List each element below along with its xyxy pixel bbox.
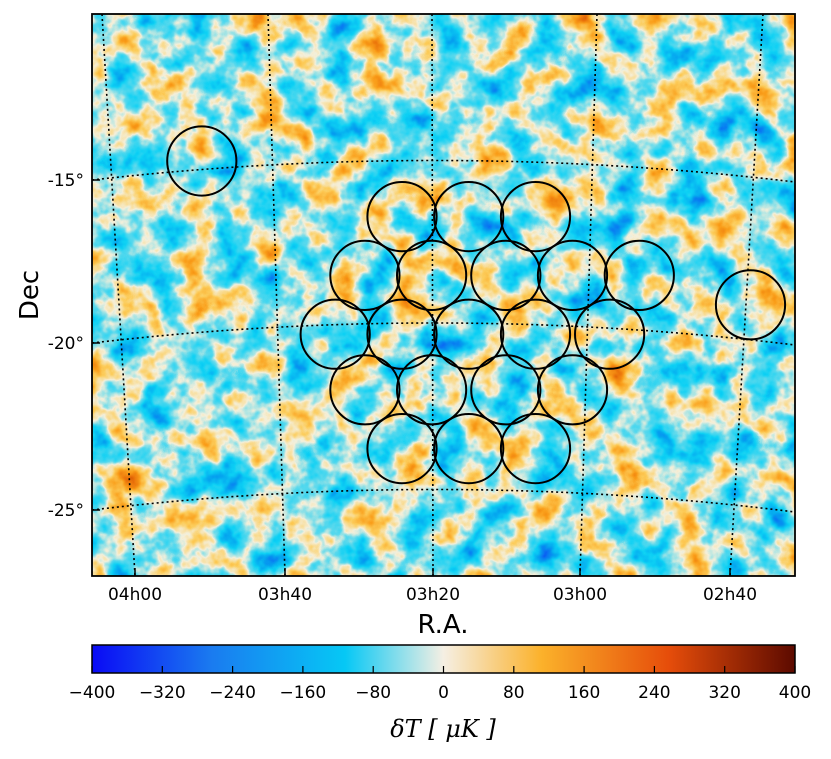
y-axis-title: Dec xyxy=(15,270,45,320)
grid-dec-m20 xyxy=(92,322,795,346)
x-tick-label: 03h00 xyxy=(553,585,607,605)
colorbar-ticks xyxy=(91,666,796,673)
colorbar-tick-label: 240 xyxy=(638,683,670,703)
grid-ra-0240 xyxy=(729,14,764,576)
x-tick-label: 03h40 xyxy=(258,585,312,605)
pointing-circle xyxy=(366,181,438,253)
pointing-circle xyxy=(470,239,542,311)
pointing-circle xyxy=(366,298,438,370)
grid-ra-0400 xyxy=(101,14,136,576)
pointing-circle xyxy=(433,181,505,253)
pointing-circles xyxy=(166,125,787,485)
temperature-field xyxy=(92,14,795,576)
pointing-circle xyxy=(166,125,238,197)
pointing-circle xyxy=(499,413,572,485)
pointing-circle xyxy=(299,298,371,370)
pointing-circle xyxy=(499,298,572,370)
y-tick-label: -20° xyxy=(48,334,84,354)
x-tick-label: 03h20 xyxy=(406,585,460,605)
x-tick-label: 04h00 xyxy=(108,585,162,605)
pointing-circle xyxy=(396,354,468,426)
colorbar-tick-label: −240 xyxy=(209,683,256,703)
grid-dec-m15 xyxy=(92,159,795,183)
grid-ra-0320 xyxy=(431,14,434,576)
grid-ra-0300 xyxy=(579,14,598,576)
colorbar-tick-label: 400 xyxy=(779,683,811,703)
grid-dec-m25 xyxy=(92,488,795,513)
pointing-circle xyxy=(470,354,542,426)
y-tick-label: -15° xyxy=(48,171,84,191)
pointing-circle xyxy=(574,298,646,370)
map-frame xyxy=(91,13,796,577)
x-tick-label: 02h40 xyxy=(703,585,757,605)
colorbar-tick-label: −160 xyxy=(280,683,327,703)
coordinate-grid xyxy=(92,14,795,576)
grid-ra-0340 xyxy=(267,14,286,576)
colorbar-tick-label: −400 xyxy=(69,683,116,703)
pointing-circle xyxy=(329,354,401,426)
pointing-circle xyxy=(603,239,675,311)
pointing-circle xyxy=(499,181,572,253)
colorbar-tick-label: 320 xyxy=(708,683,740,703)
pointing-circle xyxy=(433,298,505,370)
colorbar-tick-label: −80 xyxy=(355,683,391,703)
colorbar-tick-label: 160 xyxy=(568,683,600,703)
pointing-circle xyxy=(433,413,505,485)
y-tick-label: -25° xyxy=(48,501,84,521)
colorbar-tick-label: −320 xyxy=(139,683,186,703)
pointing-circle xyxy=(366,413,438,485)
pointing-circle xyxy=(714,269,787,341)
x-axis-title: R.A. xyxy=(418,610,469,640)
map-tick-marks xyxy=(92,179,731,576)
colorbar: −400 −320 −240 −160 −80 0 80 160 240 320… xyxy=(69,644,811,743)
pointing-circle xyxy=(329,239,401,311)
pointing-circle xyxy=(396,239,468,311)
colorbar-tick-label: 80 xyxy=(503,683,525,703)
pointing-circle xyxy=(536,239,609,311)
colorbar-tick-label: 0 xyxy=(438,683,449,703)
pointing-circle xyxy=(536,354,609,426)
sky-map xyxy=(91,13,796,577)
colorbar-title: δT [ μK ] xyxy=(390,715,496,743)
